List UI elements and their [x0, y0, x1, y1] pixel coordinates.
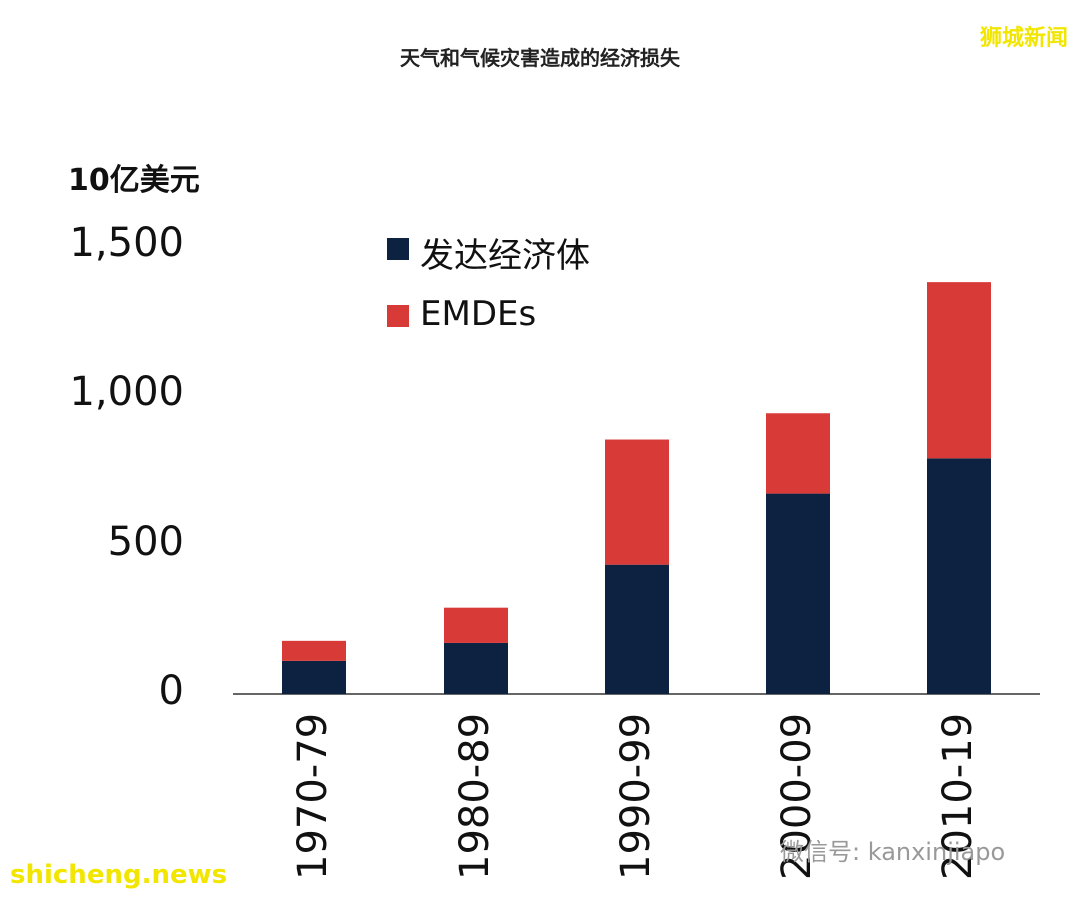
x-tick-label: 1990-99 [613, 712, 659, 880]
bar-developed-2000-09 [766, 493, 830, 694]
site-watermark: shicheng.news [10, 860, 228, 890]
bar-emdes-1970-79 [282, 640, 346, 661]
bar-developed-1980-89 [444, 642, 508, 694]
x-tick-label: 1980-89 [452, 712, 498, 880]
y-axis-label: 10亿美元 [68, 163, 200, 198]
bar-developed-2010-19 [927, 458, 991, 694]
y-tick-label: 1,500 [69, 220, 184, 266]
y-tick-label: 0 [158, 668, 184, 714]
legend-swatch-emdes [387, 305, 409, 327]
bar-emdes-2010-19 [927, 282, 991, 459]
bar-emdes-2000-09 [766, 413, 830, 494]
bar-developed-1970-79 [282, 660, 346, 694]
legend-swatch-developed [387, 238, 409, 260]
chart-title: 天气和气候灾害造成的经济损失 [400, 46, 680, 70]
legend-label-developed: 发达经济体 [420, 236, 590, 276]
bar-emdes-1980-89 [444, 607, 508, 643]
wechat-watermark: 微信号: kanxinjiapo [780, 838, 1006, 866]
bar-developed-1990-99 [605, 564, 669, 694]
bar-emdes-1990-99 [605, 439, 669, 565]
y-tick-label: 500 [107, 518, 184, 565]
y-tick-label: 1,000 [69, 369, 184, 416]
x-tick-label: 1970-79 [290, 712, 336, 880]
legend-label-emdes: EMDEs [420, 294, 537, 334]
brand-watermark: 狮城新闻 [979, 26, 1068, 51]
